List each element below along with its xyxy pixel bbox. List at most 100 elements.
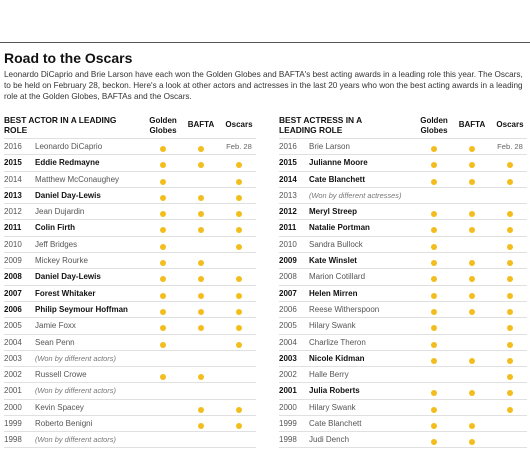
row-name: (Won by different actors): [35, 353, 116, 363]
cell-golden-globes: [415, 237, 453, 252]
cell-oscars: [491, 188, 529, 203]
col-bafta: BAFTA: [458, 120, 486, 129]
win-dot-icon: [431, 227, 437, 234]
cell-oscars: [491, 269, 529, 284]
win-dot-icon: [469, 357, 475, 364]
win-dot-icon: [160, 211, 166, 218]
cell-bafta: [182, 335, 220, 350]
cell-golden-globes: [144, 302, 182, 317]
cell-bafta: [453, 318, 491, 333]
table-row: 2015 Julianne Moore: [279, 154, 527, 170]
row-year: 2004: [279, 337, 297, 347]
table-row: 2010 Sandra Bullock: [279, 235, 527, 252]
row-year: 2014: [279, 174, 297, 184]
row-year: 2008: [279, 272, 297, 282]
cell-golden-globes: [415, 188, 453, 203]
cell-bafta: [453, 302, 491, 317]
cell-oscars: [220, 416, 258, 431]
row-year: 2016: [4, 142, 22, 151]
win-dot-icon: [160, 325, 166, 332]
cell-oscars: [491, 302, 529, 317]
table-row: 2010 Jeff Bridges: [4, 235, 258, 252]
win-dot-icon: [431, 292, 437, 299]
win-dot-icon: [198, 406, 204, 413]
cell-bafta: [453, 286, 491, 301]
cell-golden-globes: [415, 220, 453, 235]
cell-golden-globes: [415, 302, 453, 317]
row-year: 2011: [4, 223, 22, 233]
row-year: 2015: [4, 158, 22, 168]
actor-rows: 2016 Leonardo DiCaprio Feb. 28 2015 Eddie Re…: [4, 138, 256, 448]
win-dot-icon: [160, 194, 166, 201]
cell-golden-globes: [144, 172, 182, 187]
cell-golden-globes: [415, 155, 453, 170]
row-name: Sean Penn: [35, 337, 75, 347]
row-year: 2016: [279, 142, 297, 151]
table-row: 2012 Meryl Streep: [279, 203, 527, 219]
row-name: Hilary Swank: [309, 321, 356, 331]
win-dot-icon: [198, 211, 204, 218]
row-year: 2012: [4, 207, 22, 217]
row-name: (Won by different actors): [35, 386, 116, 396]
cell-golden-globes: [415, 172, 453, 187]
win-dot-icon: [198, 423, 204, 430]
cell-bafta: [453, 383, 491, 398]
table-row: 2006 Reese Witherspoon: [279, 300, 529, 317]
row-year: 2014: [4, 174, 22, 184]
cell-golden-globes: [415, 400, 453, 415]
cell-oscars: [220, 237, 258, 252]
row-name: Judi Dench: [309, 435, 350, 445]
row-name: Helen Mirren: [309, 288, 358, 298]
win-dot-icon: [507, 390, 513, 397]
table-row: 2003 (Won by different actors): [4, 349, 256, 366]
cell-golden-globes: [415, 318, 453, 333]
row-name: Eddie Redmayne: [35, 158, 100, 168]
row-year: 2013: [4, 190, 22, 200]
cell-golden-globes: [415, 416, 453, 431]
top-rule: [0, 42, 530, 43]
row-name: Jean Dujardin: [35, 207, 85, 217]
row-name: (Won by different actors): [35, 435, 116, 445]
cell-oscars: [491, 432, 529, 447]
cell-bafta: [182, 172, 220, 187]
cell-bafta: [453, 237, 491, 252]
win-dot-icon: [431, 390, 437, 397]
win-dot-icon: [507, 276, 513, 283]
best-actress-table: BEST ACTRESS IN A LEADING ROLE Golden Gl…: [279, 115, 529, 448]
table-row: 2016 Brie Larson Feb. 28: [279, 138, 527, 154]
win-dot-icon: [160, 178, 166, 185]
row-name: Matthew McConaughey: [35, 174, 120, 184]
cell-bafta: [182, 237, 220, 252]
intro-paragraph: Leonardo DiCaprio and Brie Larson have e…: [4, 70, 523, 101]
cell-oscars: Feb. 28: [491, 139, 529, 154]
win-dot-icon: [160, 260, 166, 267]
row-year: 2007: [4, 288, 22, 298]
row-year: 2008: [4, 272, 22, 282]
cell-golden-globes: [144, 237, 182, 252]
table-row: 2006 Philip Seymour Hoffman: [4, 300, 256, 317]
table-row: 2014 Matthew McConaughey: [4, 170, 256, 187]
row-name: Leonardo DiCaprio: [35, 142, 103, 151]
cell-bafta: [182, 367, 220, 382]
cell-oscars: [491, 204, 529, 219]
cell-bafta: [182, 188, 220, 203]
win-dot-icon: [198, 308, 204, 315]
win-dot-icon: [469, 146, 475, 152]
win-dot-icon: [198, 260, 204, 267]
table-row: 2004 Sean Penn: [4, 333, 256, 350]
best-actress-header: BEST ACTRESS IN A LEADING ROLE: [279, 115, 362, 135]
cell-golden-globes: [415, 204, 453, 219]
cell-bafta: [453, 432, 491, 447]
row-name: Julia Roberts: [309, 386, 360, 396]
win-dot-icon: [507, 374, 513, 381]
win-dot-icon: [160, 162, 166, 169]
cell-oscars: [491, 172, 529, 187]
best-actor-table: BEST ACTOR IN A LEADING ROLE Golden Glob…: [4, 115, 256, 448]
win-dot-icon: [507, 292, 513, 299]
row-year: 2006: [279, 304, 297, 314]
row-name: Reese Witherspoon: [309, 304, 380, 314]
cell-bafta: [453, 220, 491, 235]
cell-bafta: [453, 367, 491, 382]
row-year: 2000: [279, 402, 297, 412]
row-year: 2003: [4, 353, 22, 363]
